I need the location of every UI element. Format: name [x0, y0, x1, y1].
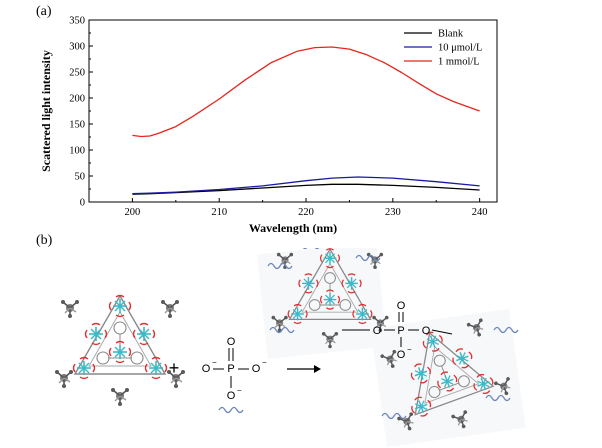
y-tick-label: 100	[69, 146, 85, 157]
bridge-bottom-charge: −	[407, 345, 412, 354]
panel-a-label: (a)	[36, 4, 52, 19]
series-line-0	[132, 183, 480, 195]
y-axis-title: Scattered light intensity	[39, 50, 53, 172]
legend-label-0: Blank	[438, 29, 464, 40]
y-tick-label: 300	[69, 42, 85, 53]
phosphate-left-charge: −	[212, 358, 217, 367]
y-tick-label: 350	[69, 16, 85, 27]
y-tick-label: 0	[80, 198, 85, 209]
plot-frame	[88, 19, 498, 203]
x-axis-title: Wavelength (nm)	[249, 221, 337, 235]
plus-sign: +	[169, 358, 180, 378]
bridge-bottom-oxygen: O	[397, 349, 406, 361]
panel-b-label: (b)	[36, 233, 53, 248]
x-axis-ticks: 200 210 220 230 240	[88, 198, 488, 218]
phosphate-right-charge: −	[262, 358, 267, 367]
legend-label-2: 1 mmol/L	[438, 57, 480, 68]
scattering-spectrum-chart: 0 50 100 150 200 250 300 350 200 210 220 230 240 Wa…	[39, 16, 498, 235]
supramolecular-cage-left	[55, 296, 185, 407]
y-tick-label: 50	[75, 172, 86, 183]
phosphate-group: O O − P O − O −	[202, 336, 267, 414]
x-tick-label: 230	[385, 207, 401, 218]
x-tick-label: 210	[211, 207, 227, 218]
product-assembly: O O P O O −	[256, 248, 526, 448]
y-axis-ticks: 0 50 100 150 200 250 300 350	[69, 16, 93, 209]
chart-legend: Blank 10 μmol/L 1 mmol/L	[404, 29, 482, 68]
series-lines	[132, 46, 480, 195]
bridge-top-oxygen: O	[397, 300, 406, 312]
reaction-arrow	[287, 365, 321, 373]
legend-label-1: 10 μmol/L	[438, 43, 482, 54]
phosphate-right-oxygen: O	[252, 363, 261, 375]
y-tick-label: 200	[69, 94, 85, 105]
reaction-scheme: + O O − P O − O − O O P	[0, 248, 526, 448]
phosphate-bottom-charge: −	[237, 386, 242, 395]
series-line-2	[132, 46, 480, 138]
x-tick-label: 220	[298, 207, 314, 218]
phosphate-top-oxygen: O	[227, 336, 236, 348]
bridge-right-oxygen: O	[422, 325, 431, 337]
series-line-1	[132, 176, 480, 195]
x-tick-label: 200	[125, 207, 141, 218]
phosphate-left-oxygen: O	[202, 363, 211, 375]
bridge-left-oxygen: O	[373, 325, 382, 337]
y-tick-label: 150	[69, 120, 85, 131]
bridge-phosphorus: P	[397, 325, 404, 337]
x-tick-label: 240	[472, 207, 488, 218]
phosphate-bottom-oxygen: O	[227, 390, 236, 402]
y-tick-label: 250	[69, 68, 85, 79]
phosphate-phosphorus: P	[227, 363, 234, 375]
